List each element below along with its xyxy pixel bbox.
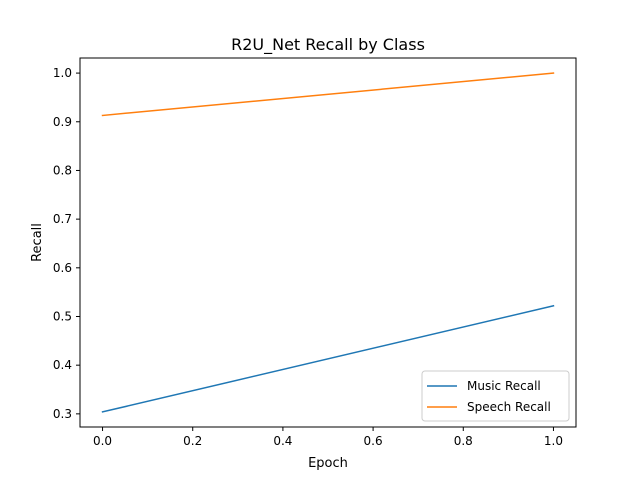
y-tick-label: 0.8 xyxy=(53,163,72,177)
series-layer xyxy=(101,72,555,413)
x-axis: 0.0 0.2 0.4 0.6 0.8 1.0 xyxy=(93,427,563,448)
x-tick-label: 0.6 xyxy=(364,434,383,448)
music-recall-line xyxy=(101,304,555,413)
legend-box xyxy=(421,370,570,422)
y-tick-label: 0.3 xyxy=(53,407,72,421)
legend-label-music-recall: Music Recall xyxy=(467,379,541,393)
y-tick-label: 0.6 xyxy=(53,261,72,275)
y-tick-label: 0.7 xyxy=(53,212,72,226)
x-axis-label: Epoch xyxy=(308,456,348,471)
x-tick-label: 1.0 xyxy=(544,434,563,448)
x-tick-label: 0.4 xyxy=(273,434,292,448)
x-tick-label: 0.0 xyxy=(93,434,112,448)
y-axis: 0.3 0.4 0.5 0.6 0.7 0.8 0.9 1.0 xyxy=(53,66,80,421)
speech-recall-line xyxy=(101,72,555,117)
y-tick-label: 0.9 xyxy=(53,115,72,129)
legend-label-speech-recall: Speech Recall xyxy=(467,400,551,414)
plot-area-frame xyxy=(79,57,577,428)
chart-title: R2U_Net Recall by Class xyxy=(231,35,425,55)
x-tick-label: 0.2 xyxy=(183,434,202,448)
legend: Music Recall Speech Recall xyxy=(421,370,570,422)
y-axis-label: Recall xyxy=(30,223,45,262)
y-tick-label: 0.5 xyxy=(53,309,72,323)
y-tick-label: 0.4 xyxy=(53,358,72,372)
y-tick-label: 1.0 xyxy=(53,66,72,80)
x-tick-label: 0.8 xyxy=(454,434,473,448)
